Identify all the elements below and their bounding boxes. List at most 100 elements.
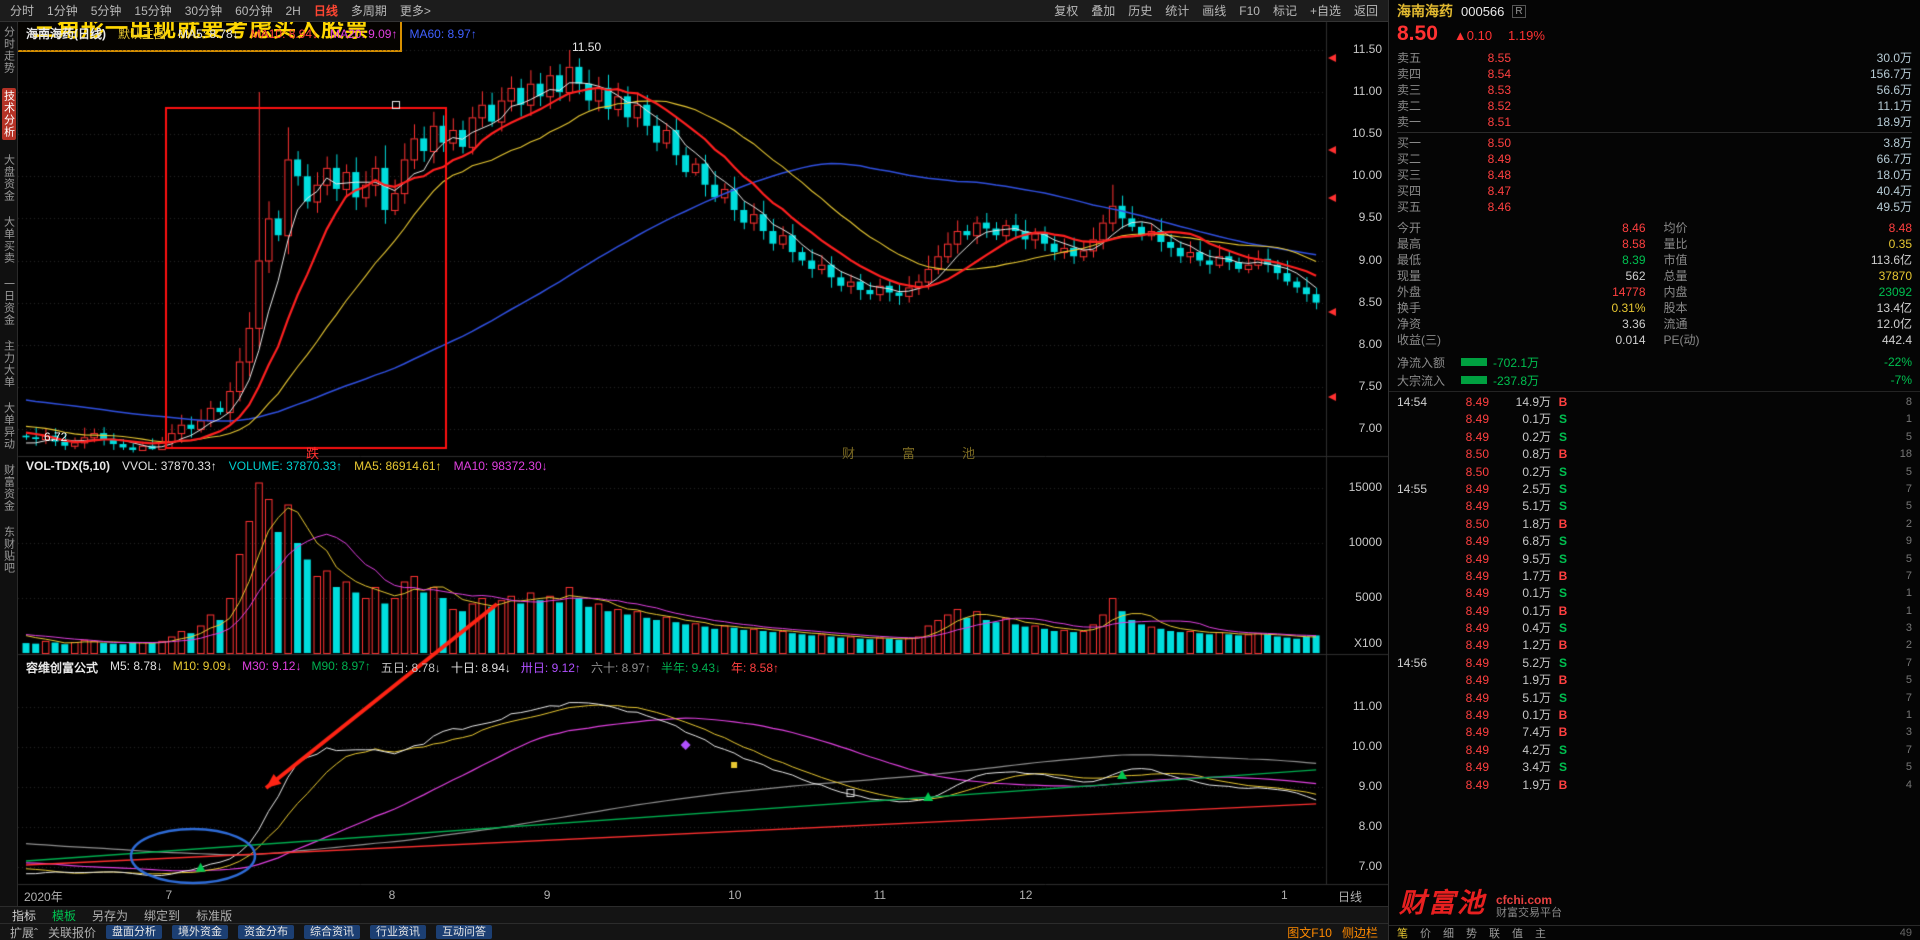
order-book-row[interactable]: 买三 8.48 18.0万 [1397, 167, 1912, 183]
tick-price: 8.49 [1465, 725, 1489, 740]
order-book-row[interactable]: 卖五 8.55 30.0万 [1397, 50, 1912, 66]
tick-volume: 5.1万 [1522, 690, 1551, 705]
quote-info-value: 0.35 [1888, 237, 1912, 251]
order-book-row[interactable]: 买二 8.49 66.7万 [1397, 151, 1912, 167]
bottom-toolbar-item[interactable]: 图文F10 [1287, 925, 1332, 940]
toolbar-button[interactable]: F10 [1239, 3, 1260, 18]
tick-tab[interactable]: 笔 [1397, 928, 1408, 940]
tick-tab[interactable]: 势 [1466, 928, 1477, 940]
peak-price-label: 11.50 [572, 40, 602, 54]
period-tab[interactable]: 30分钟 [184, 4, 223, 18]
tick-price: 8.49 [1465, 568, 1489, 583]
sidebar-item[interactable]: 分时走势 [2, 26, 15, 74]
tick-row: 8.50 0.8万 B 18 [1397, 446, 1912, 463]
indicator-toolbar-item[interactable]: 标准版 [196, 908, 233, 923]
bottom-toolbar-item[interactable]: 盘面分析 [106, 925, 163, 939]
sidebar-item[interactable]: 东财贴吧 [2, 526, 15, 574]
tick-tab[interactable]: 细 [1443, 928, 1454, 940]
toolbar-button[interactable]: 叠加 [1091, 4, 1116, 18]
sidebar-item[interactable]: 一日资金 [2, 278, 15, 326]
indicator-toolbar-item[interactable]: 指标 [12, 908, 37, 923]
tick-tab[interactable]: 价 [1420, 928, 1431, 940]
tick-volume: 1.8万 [1522, 516, 1551, 531]
order-book-row[interactable]: 买四 8.47 40.4万 [1397, 183, 1912, 199]
indicator-toolbar-item[interactable]: 模板 [52, 908, 77, 923]
quote-info-label: 最低 [1397, 253, 1422, 267]
bottom-toolbar-item[interactable]: 关联报价 [48, 925, 97, 940]
x-axis-period-label[interactable]: 日线 [1338, 890, 1363, 904]
period-tab[interactable]: 60分钟 [235, 4, 273, 18]
toolbar-button[interactable]: +自选 [1309, 4, 1341, 18]
toolbar-button[interactable]: 复权 [1054, 4, 1079, 18]
tick-price: 8.49 [1465, 708, 1489, 723]
tick-count: 7 [1905, 743, 1912, 756]
tick-volume: 4.2万 [1522, 742, 1551, 757]
indicator-toolbar-item[interactable]: 另存为 [92, 908, 129, 923]
order-book-row[interactable]: 买一 8.50 3.8万 [1397, 135, 1912, 151]
lower-value: 卅日: 9.12↑ [520, 661, 581, 675]
quote-info-value: 8.48 [1888, 221, 1912, 235]
period-tab[interactable]: 1分钟 [47, 4, 78, 18]
order-book-volume: 40.4万 [1876, 184, 1912, 198]
toolbar-button[interactable]: 返回 [1353, 4, 1378, 18]
tick-price: 8.49 [1465, 673, 1489, 688]
money-flow-row: 净流入额 -702.1万 -22% [1397, 353, 1912, 371]
bottom-toolbar-item[interactable]: 资金分布 [238, 925, 295, 939]
period-tab[interactable]: 日线 [313, 4, 338, 18]
tick-direction: B [1558, 777, 1568, 792]
toolbar-actions: 复权 叠加 历史 统计 画线 F10 标记 +自选 返回 [1054, 2, 1378, 19]
sidebar-item[interactable]: 技术分析 [1, 88, 16, 140]
order-book-level-label: 卖一 [1397, 115, 1422, 129]
tick-direction: B [1558, 447, 1568, 462]
period-tab[interactable]: 多周期 [350, 4, 387, 18]
period-tab[interactable]: 5分钟 [90, 4, 122, 18]
volume-value: VVOL: 37870.33↑ [122, 459, 217, 473]
bottom-toolbar-item[interactable]: 境外资金 [172, 925, 229, 939]
order-book-row[interactable]: 买五 8.46 49.5万 [1397, 199, 1912, 215]
quote-info-value: 3.36 [1622, 317, 1646, 331]
order-book-row[interactable]: 卖二 8.52 11.1万 [1397, 98, 1912, 114]
bottom-toolbar-item[interactable]: 互动问答 [436, 925, 493, 939]
period-tab[interactable]: 2H [285, 3, 301, 18]
order-book-volume: 18.0万 [1876, 168, 1912, 182]
money-flow-bar-icon [1461, 376, 1487, 384]
sidebar-item[interactable]: 大盘资金 [2, 154, 15, 202]
chart-style-selector[interactable]: 默认主图 [118, 27, 167, 41]
order-book-level-label: 买五 [1397, 200, 1422, 214]
lower-indicator-name[interactable]: 容维创富公式 [26, 661, 99, 675]
order-book-row[interactable]: 卖三 8.53 56.6万 [1397, 82, 1912, 98]
bottom-toolbar-item[interactable]: 侧边栏 [1341, 925, 1378, 940]
indicator-toolbar-item[interactable]: 绑定到 [144, 908, 181, 923]
order-book-row[interactable]: 卖四 8.54 156.7万 [1397, 66, 1912, 82]
quote-info-label: 外盘 [1397, 285, 1422, 299]
tick-tab[interactable]: 主 [1535, 928, 1546, 940]
toolbar-button[interactable]: 标记 [1272, 4, 1297, 18]
toolbar-button[interactable]: 历史 [1128, 4, 1153, 18]
bottom-toolbar-item[interactable]: 综合资讯 [304, 925, 361, 939]
volume-indicator-name[interactable]: VOL-TDX(5,10) [26, 459, 111, 473]
tick-direction: S [1558, 534, 1567, 549]
brand-logo: 财富池 cfchi.com 财富交易平台 [1399, 881, 1562, 920]
period-tab[interactable]: 分时 [10, 4, 35, 18]
tick-tab[interactable]: 联 [1489, 928, 1500, 940]
bottom-toolbar-item[interactable]: 扩展ˆ [10, 925, 38, 940]
x-axis-month: 12 [1019, 888, 1033, 902]
bottom-toolbar-item[interactable]: 行业资讯 [370, 925, 427, 939]
period-tab[interactable]: 15分钟 [134, 4, 172, 18]
chart-canvas[interactable] [0, 0, 1388, 940]
toolbar-button[interactable]: 统计 [1165, 4, 1190, 18]
period-tab[interactable]: 更多> [399, 4, 431, 18]
sidebar-item[interactable]: 财富资金 [2, 464, 15, 512]
tick-tab[interactable]: 值 [1512, 928, 1523, 940]
sidebar-item[interactable]: 主力大单 [2, 340, 15, 388]
order-book-level-label: 卖二 [1397, 99, 1422, 113]
order-book-level-label: 卖五 [1397, 51, 1422, 65]
sidebar-item[interactable]: 大单买卖 [2, 216, 15, 264]
tick-page-label: 49 [1899, 927, 1912, 939]
tick-direction: B [1558, 603, 1568, 618]
sidebar-item[interactable]: 大单异动 [2, 402, 15, 450]
order-book-row[interactable]: 卖一 8.51 18.9万 [1397, 114, 1912, 130]
volume-value: MA5: 86914.61↑ [354, 459, 442, 473]
toolbar-button[interactable]: 画线 [1202, 4, 1227, 18]
tick-direction: S [1558, 551, 1567, 566]
